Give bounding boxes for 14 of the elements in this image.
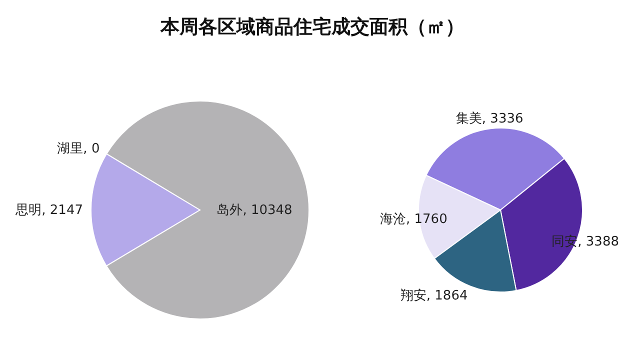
slice-label: 海沧 <box>380 212 406 227</box>
data-label: , 3336 <box>482 112 524 127</box>
data-label: , 10348 <box>242 203 292 218</box>
text: , 0 <box>83 142 100 157</box>
category-label: 湖里 <box>57 142 84 157</box>
data-label: , 3388 <box>578 234 620 250</box>
data-label: , 1760 <box>406 212 448 227</box>
slice-label: 翔安 <box>400 288 426 304</box>
chart-title: 本周各区域商品住宅成交面积（㎡） <box>159 15 466 40</box>
data-label: , 2147 <box>42 202 84 218</box>
slice-label: 思明 <box>14 202 42 218</box>
slice-label: 集美 <box>456 110 482 127</box>
data-label: , 1864 <box>426 288 468 304</box>
slice-label: 岛外 <box>216 203 243 218</box>
